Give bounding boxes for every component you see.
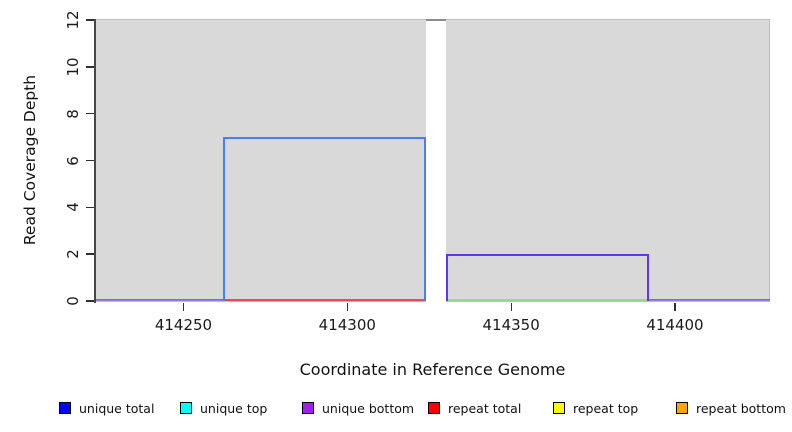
legend-item-unique-total: unique total xyxy=(59,400,155,416)
legend-swatch-repeat-bottom xyxy=(676,402,688,414)
y-axis-line xyxy=(94,19,96,303)
legend-item-unique-top: unique top xyxy=(180,400,268,416)
x-tick-label: 414400 xyxy=(646,316,704,334)
y-tick-label: 10 xyxy=(64,57,82,77)
baseline-zero-line-mid xyxy=(445,299,649,301)
legend-label: repeat total xyxy=(448,400,522,416)
y-tick-label: 0 xyxy=(64,296,82,306)
legend-swatch-unique-bottom xyxy=(302,402,314,414)
y-tick-label: 6 xyxy=(64,155,82,166)
legend-swatch-repeat-top xyxy=(553,402,565,414)
y-axis-title: Read Coverage Depth xyxy=(21,74,39,246)
legend-item-repeat-bottom: repeat bottom xyxy=(676,400,786,416)
legend-item-repeat-total: repeat total xyxy=(428,400,522,416)
legend-label: repeat bottom xyxy=(696,400,786,416)
y-tick xyxy=(86,300,94,302)
x-tick-label: 414300 xyxy=(318,316,376,334)
x-tick xyxy=(510,303,513,311)
x-tick-label: 414250 xyxy=(154,316,213,334)
coverage-box-unique-bottom xyxy=(445,254,649,301)
x-axis-title: Coordinate in Reference Genome xyxy=(299,360,566,379)
x-tick xyxy=(674,303,676,311)
x-tick xyxy=(346,303,349,311)
legend-swatch-unique-total xyxy=(59,402,71,414)
y-tick xyxy=(86,206,94,209)
x-tick-label: 414350 xyxy=(482,316,540,334)
y-tick xyxy=(86,66,94,68)
legend-label: repeat top xyxy=(573,400,639,416)
baseline-repeat-total-zero xyxy=(222,299,426,301)
y-tick xyxy=(86,253,94,255)
y-tick-label: 12 xyxy=(64,10,82,30)
baseline-zero-line-right xyxy=(648,299,770,301)
x-tick xyxy=(182,303,185,311)
y-tick-label: 4 xyxy=(64,202,82,213)
gap-region xyxy=(425,19,446,302)
legend-swatch-repeat-total xyxy=(428,402,440,414)
legend-label: unique bottom xyxy=(322,400,415,416)
legend-label: unique top xyxy=(200,400,268,416)
y-tick-label: 8 xyxy=(64,108,82,119)
coverage-box-unique-total xyxy=(222,137,426,301)
legend-swatch-unique-top xyxy=(180,402,192,414)
legend-item-repeat-top: repeat top xyxy=(553,400,639,416)
y-tick xyxy=(86,19,94,21)
y-tick xyxy=(86,112,94,115)
gap-cap xyxy=(425,19,446,21)
legend-item-unique-bottom: unique bottom xyxy=(302,400,415,416)
legend-label: unique total xyxy=(79,400,155,416)
y-tick-label: 2 xyxy=(64,249,82,259)
y-tick xyxy=(86,159,94,162)
baseline-zero-line-left xyxy=(95,299,223,301)
